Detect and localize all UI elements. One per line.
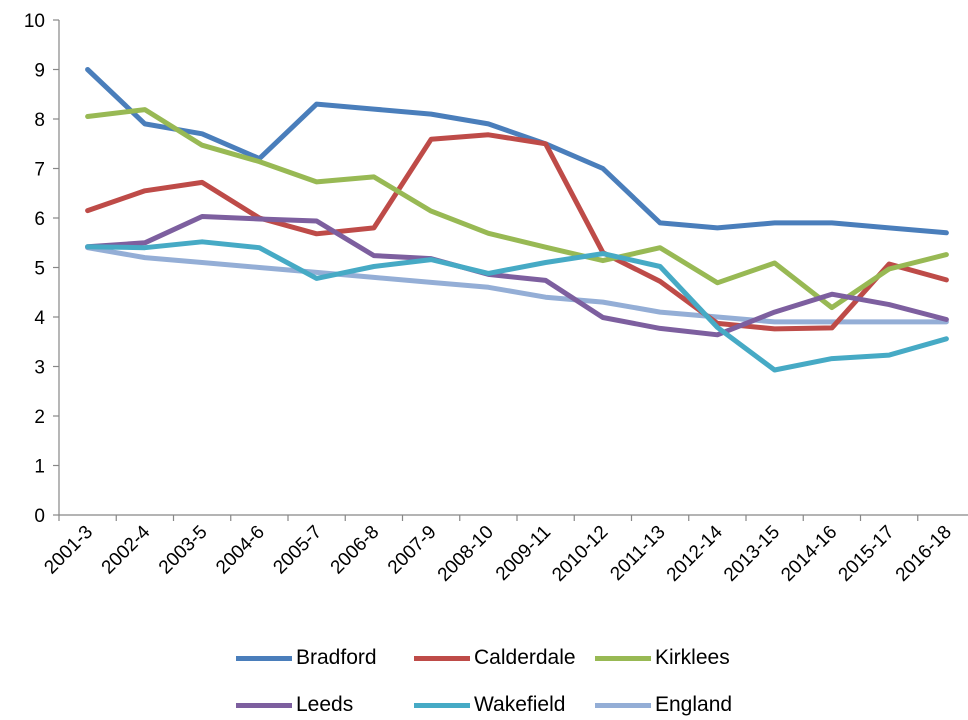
series-line-calderdale (85, 132, 949, 332)
y-tick-label: 4 (34, 308, 45, 329)
x-tick-label: 2001-3 (40, 522, 97, 579)
y-tick-label: 3 (34, 358, 45, 379)
series-line-bradford (85, 67, 949, 236)
x-tick-label: 2005-7 (269, 522, 326, 579)
chart-series-lines (85, 67, 949, 373)
y-tick-label: 8 (34, 110, 45, 131)
y-tick-label: 5 (34, 259, 45, 280)
x-tick-label: 2014-16 (777, 522, 841, 586)
x-tick-label: 2007-9 (384, 522, 441, 579)
y-tick-label: 7 (34, 160, 45, 181)
x-tick-label: 2004-6 (212, 522, 269, 579)
series-line-england (85, 245, 949, 325)
series-line-kirklees (85, 107, 949, 311)
x-tick-label: 2011-13 (606, 522, 669, 585)
x-tick-label: 2008-10 (434, 522, 498, 586)
y-tick-label: 0 (34, 506, 45, 527)
x-tick-label: 2016-18 (892, 522, 956, 586)
x-tick-label: 2013-15 (720, 522, 784, 586)
x-tick-label: 2003-5 (155, 522, 212, 579)
y-tick-label: 1 (34, 457, 45, 478)
y-tick-label: 10 (24, 11, 45, 32)
x-tick-label: 2009-11 (492, 522, 555, 585)
x-tick-label: 2015-17 (835, 522, 899, 586)
x-tick-label: 2002-4 (98, 521, 155, 578)
series-line-wakefield (85, 239, 949, 373)
x-tick-label: 2006-8 (327, 522, 384, 579)
y-tick-label: 9 (34, 61, 45, 82)
y-tick-label: 6 (34, 209, 45, 230)
series-line-leeds (85, 214, 949, 338)
y-tick-label: 2 (34, 407, 45, 428)
x-tick-label: 2012-14 (663, 521, 727, 585)
x-tick-label: 2010-12 (548, 522, 612, 586)
